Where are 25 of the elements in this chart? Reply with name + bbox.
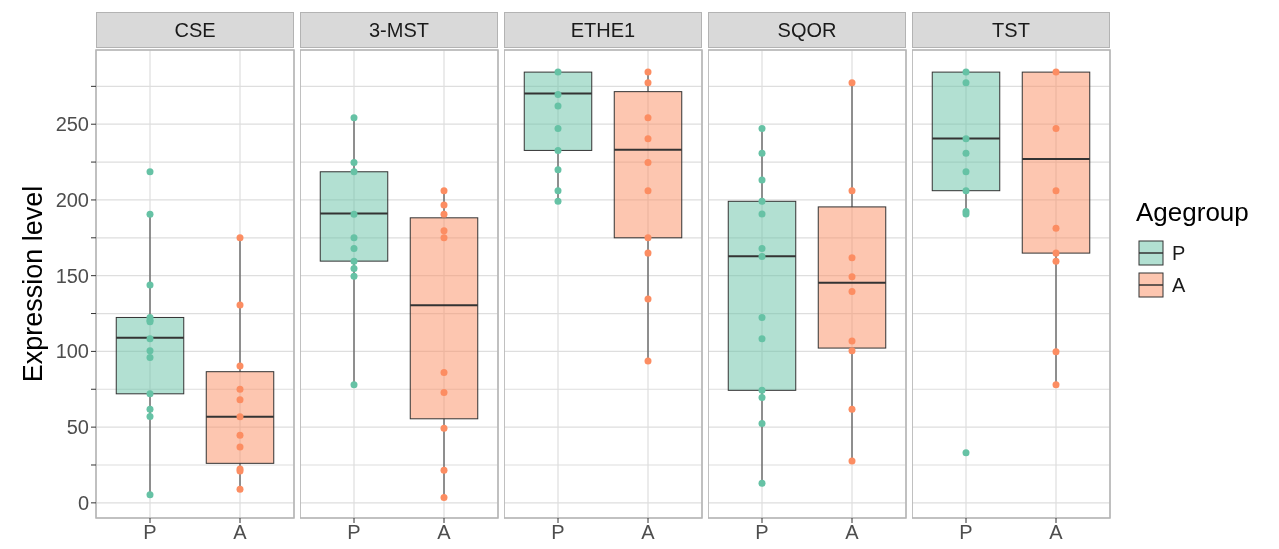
chart-title: ETHE1 <box>570 18 636 42</box>
legend-label: P <box>1172 241 1186 265</box>
chart-title: 3-MST <box>369 18 429 42</box>
x-tick-label: A <box>641 521 656 544</box>
x-tick-label: A <box>1049 521 1064 544</box>
x-tick-label: P <box>347 521 361 544</box>
chart-title: CSE <box>174 18 216 42</box>
x-tick-label: P <box>755 521 769 544</box>
x-tick-label: A <box>233 521 248 544</box>
legend-label: A <box>1172 273 1186 297</box>
y-tick-label: 150 <box>55 264 89 287</box>
chart-title: SQOR <box>777 18 837 42</box>
y-tick-label: 250 <box>55 113 89 136</box>
x-tick-label: P <box>143 521 157 544</box>
legend-title: Agegroup <box>1136 197 1249 228</box>
x-tick-label: A <box>845 521 860 544</box>
y-tick-label: 100 <box>55 340 89 363</box>
x-tick-label: A <box>437 521 452 544</box>
x-tick-label: P <box>959 521 973 544</box>
y-tick-label: 50 <box>66 416 89 439</box>
y-tick-label: 0 <box>77 491 89 514</box>
chart-title: TST <box>992 18 1030 42</box>
x-tick-label: P <box>551 521 565 544</box>
y-axis-title: Expression level <box>17 185 48 383</box>
y-tick-label: 200 <box>55 189 89 212</box>
